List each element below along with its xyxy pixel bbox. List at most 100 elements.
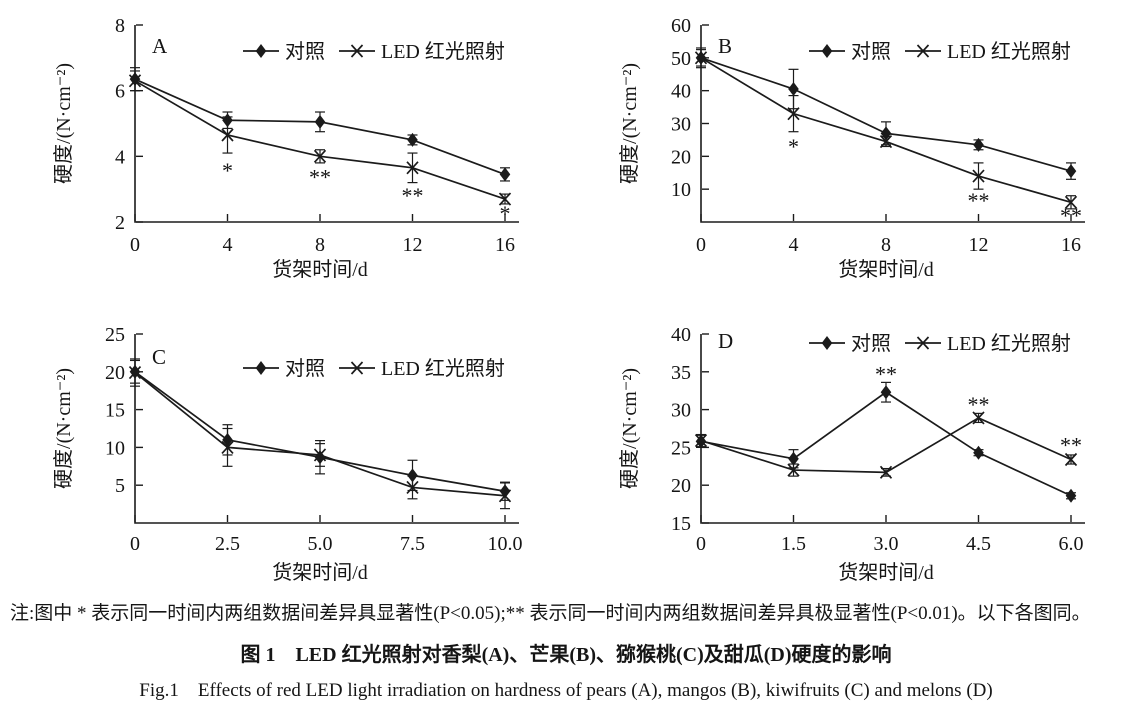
- series-control: [695, 381, 1077, 503]
- y-tick-label: 30: [671, 114, 691, 136]
- x-tick-label: 1.5: [781, 533, 806, 555]
- legend-label: 对照: [851, 332, 891, 355]
- y-tick-label: 35: [671, 362, 691, 384]
- x-tick-label: 5.0: [308, 533, 333, 555]
- x-axis-label: 货架时间/d: [272, 561, 368, 584]
- x-marker: [350, 361, 364, 375]
- legend-label: 对照: [285, 357, 325, 380]
- y-tick-label: 4: [115, 146, 125, 168]
- x-axis-label: 货架时间/d: [838, 258, 934, 281]
- x-tick-label: 0: [130, 533, 140, 555]
- melons-hardness-chart: 15 20 25 30 35 40 0 1.5 3.0 4.5 6.0 货架时间/d 硬度/(N·cm⁻…: [618, 324, 1085, 584]
- x-marker: [879, 134, 893, 149]
- x-tick-label: 4: [789, 234, 799, 256]
- x-axis-label: 货架时间/d: [838, 561, 934, 584]
- x-marker: [128, 74, 142, 88]
- diamond-marker: [821, 44, 833, 58]
- significance-mark: **: [402, 183, 424, 208]
- diamond-marker: [407, 132, 418, 147]
- legend-label: 对照: [851, 40, 891, 63]
- legend-label: LED 红光照射: [947, 332, 1071, 355]
- x-marker: [221, 440, 234, 454]
- x-marker: [406, 480, 419, 495]
- y-axis-label: 硬度/(N·cm⁻²): [52, 368, 75, 489]
- significance-mark: **: [1060, 203, 1082, 228]
- x-tick-label: 12: [403, 234, 423, 256]
- y-tick-label: 8: [115, 15, 125, 37]
- y-tick-label: 50: [671, 48, 691, 70]
- x-marker: [787, 107, 800, 121]
- series-led: [128, 358, 512, 510]
- significance-mark: *: [500, 201, 511, 226]
- y-tick-label: 6: [115, 81, 125, 103]
- series-control: [695, 47, 1077, 180]
- diamond-marker: [255, 44, 267, 58]
- figure-panels-grid: 2 4 6 8 0 4 8 12 16 货架时间/d 硬度/(N·cm⁻²) A * ** ** * 对照 LED…: [52, 15, 1085, 584]
- legend-label: LED 红光照射: [381, 357, 505, 380]
- figure-caption-zh: 图 1 LED 红光照射对香梨(A)、芒果(B)、猕猴桃(C)及甜瓜(D)硬度的…: [240, 644, 892, 666]
- x-tick-label: 12: [969, 234, 989, 256]
- series-line: [134, 371, 506, 497]
- x-marker: [128, 365, 142, 380]
- figure-note: 注:图中 * 表示同一时间内两组数据间差异具显著性(P<0.05);** 表示同…: [10, 603, 1091, 624]
- x-marker: [1064, 452, 1078, 467]
- x-marker: [221, 128, 234, 142]
- significance-mark: **: [1060, 433, 1082, 458]
- y-tick-label: 5: [115, 475, 125, 497]
- diamond-marker: [1065, 488, 1077, 503]
- figure-caption-en: Fig.1 Effects of red LED light irradiati…: [139, 680, 993, 701]
- diamond-marker: [499, 167, 511, 182]
- legend: 对照 LED 红光照射: [809, 332, 1071, 355]
- diamond-marker: [1065, 164, 1077, 179]
- significance-mark: *: [788, 134, 799, 159]
- x-tick-label: 4: [223, 234, 233, 256]
- x-tick-label: 8: [315, 234, 325, 256]
- diamond-marker: [973, 445, 984, 460]
- x-marker: [787, 463, 800, 477]
- y-tick-label: 10: [671, 179, 691, 201]
- diamond-marker: [255, 361, 267, 375]
- y-tick-label: 25: [105, 324, 125, 346]
- x-marker: [350, 44, 364, 58]
- y-tick-label: 20: [671, 146, 691, 168]
- x-marker: [498, 192, 512, 206]
- legend-label: 对照: [285, 40, 325, 63]
- y-tick-label: 40: [671, 81, 691, 103]
- y-tick-label: 30: [671, 400, 691, 422]
- x-marker: [1064, 195, 1078, 209]
- diamond-marker: [788, 82, 799, 97]
- panel-letter: C: [152, 345, 166, 369]
- significance-mark: *: [222, 158, 233, 183]
- y-tick-label: 40: [671, 324, 691, 346]
- series-led: [128, 70, 512, 206]
- x-tick-label: 16: [1061, 234, 1081, 256]
- y-tick-label: 20: [105, 362, 125, 384]
- series-line: [700, 57, 1072, 172]
- diamond-marker: [880, 385, 892, 400]
- panel-letter: D: [718, 329, 733, 353]
- x-marker: [313, 448, 327, 462]
- x-tick-label: 3.0: [874, 533, 899, 555]
- x-marker: [879, 465, 893, 479]
- significance-mark: **: [968, 392, 990, 417]
- x-axis-label: 货架时间/d: [272, 258, 368, 281]
- y-axis-label: 硬度/(N·cm⁻²): [52, 63, 75, 184]
- series-led: [694, 49, 1078, 210]
- y-tick-label: 20: [671, 475, 691, 497]
- x-marker: [972, 169, 985, 183]
- series-led: [694, 411, 1078, 479]
- y-axis-label: 硬度/(N·cm⁻²): [618, 368, 641, 489]
- y-tick-label: 2: [115, 212, 125, 234]
- series-control: [129, 359, 511, 501]
- diamond-marker: [314, 114, 326, 129]
- y-tick-label: 10: [105, 437, 125, 459]
- y-tick-label: 25: [671, 437, 691, 459]
- significance-mark: **: [309, 164, 331, 189]
- y-tick-label: 60: [671, 15, 691, 37]
- x-marker: [694, 434, 708, 448]
- x-marker: [406, 161, 419, 175]
- x-marker: [313, 149, 327, 163]
- y-tick-label: 15: [671, 513, 691, 535]
- x-marker: [972, 411, 985, 425]
